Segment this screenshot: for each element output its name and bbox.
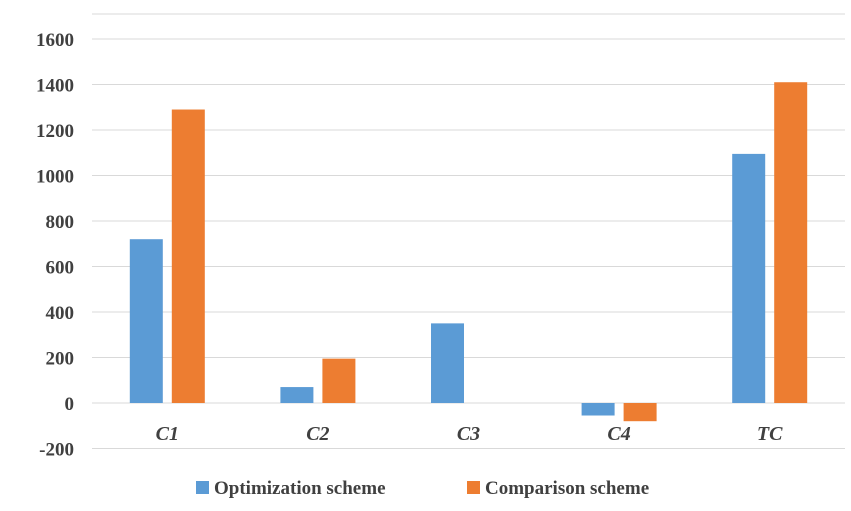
bar-optimization-scheme-c2 <box>280 387 314 403</box>
legend-label: Comparison scheme <box>485 478 649 499</box>
x-tick-label: C2 <box>306 423 329 445</box>
bar-optimization-scheme-tc <box>732 153 766 403</box>
y-tick-label: 1600 <box>36 30 74 51</box>
y-tick-label: 1400 <box>36 76 74 97</box>
y-tick-label: 1000 <box>36 167 74 188</box>
legend-label: Optimization scheme <box>214 478 386 499</box>
legend-swatch <box>196 481 209 494</box>
bar-optimization-scheme-c1 <box>129 239 163 403</box>
gridlines <box>92 13 845 449</box>
y-tick-label: 0 <box>65 394 75 415</box>
bar-comparison-scheme-tc <box>774 82 808 403</box>
bars <box>129 82 808 422</box>
bar-comparison-scheme-c2 <box>322 358 356 403</box>
y-tick-label: 400 <box>46 303 75 324</box>
bar-comparison-scheme-c4 <box>623 403 657 422</box>
x-tick-label: C3 <box>457 423 480 445</box>
y-tick-label: -200 <box>39 440 74 461</box>
legend: Optimization scheme Comparison scheme <box>196 478 649 499</box>
y-tick-label: 800 <box>46 212 75 233</box>
x-axis-ticks: C1 C2 C3 C4 TC <box>156 423 784 445</box>
bar-comparison-scheme-c1 <box>171 109 205 404</box>
bar-optimization-scheme-c3 <box>431 323 464 403</box>
x-tick-label: C1 <box>156 423 179 445</box>
x-tick-label: C4 <box>607 423 630 445</box>
bar-optimization-scheme-c4 <box>581 403 615 416</box>
x-tick-label: TC <box>757 423 783 445</box>
legend-swatch <box>467 481 480 494</box>
y-tick-label: 200 <box>46 349 75 370</box>
y-tick-label: 600 <box>46 258 75 279</box>
y-tick-label: 1200 <box>36 121 74 142</box>
y-axis-ticks: -200 0 200 400 600 800 1000 1200 1400 1600 <box>36 30 74 461</box>
